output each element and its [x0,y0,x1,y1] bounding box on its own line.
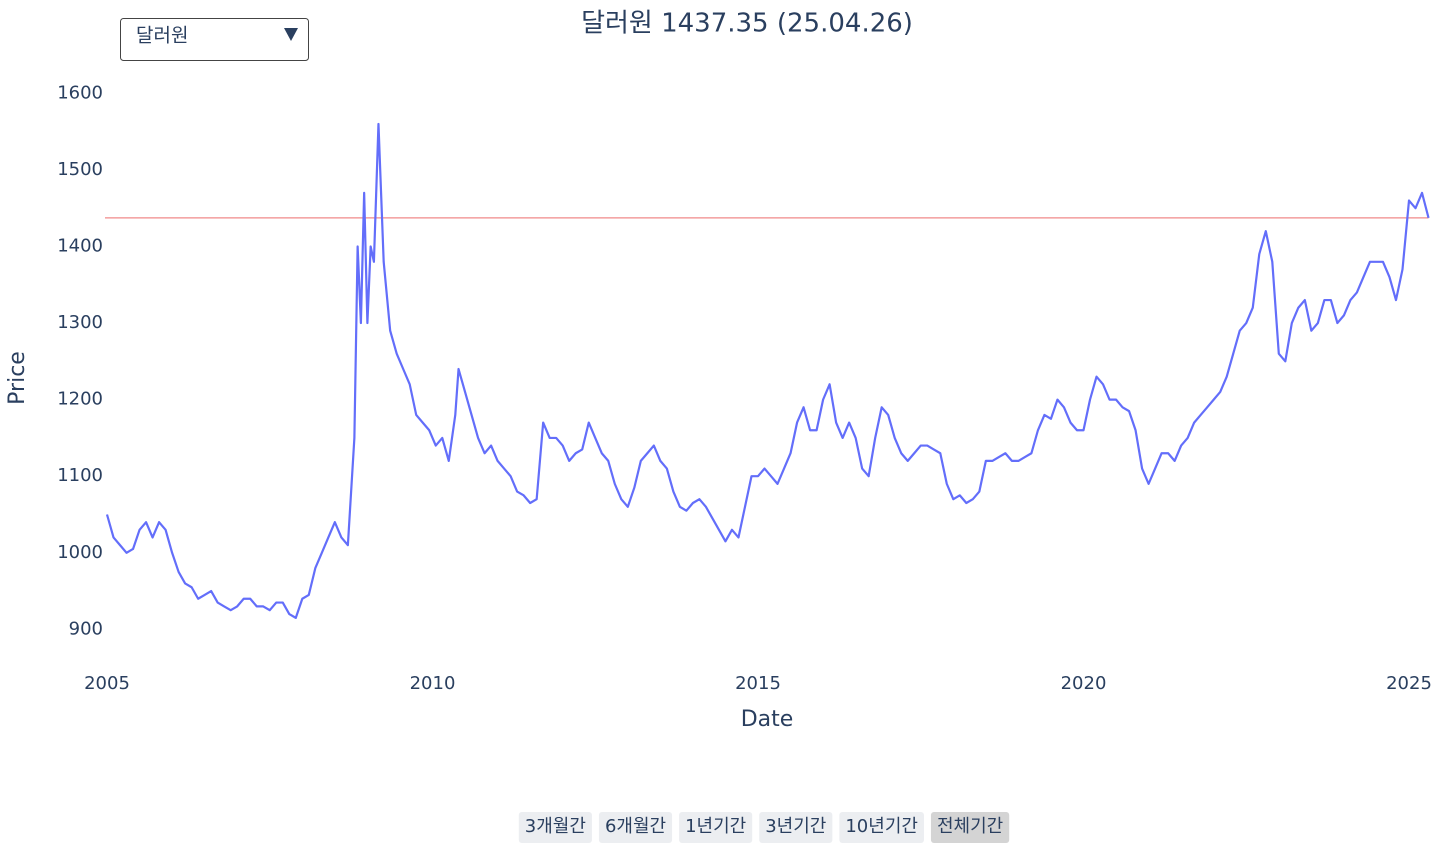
range-button-label[interactable]: 3개월간 [525,816,586,837]
chart-title: 달러원 1437.35 (25.04.26) [581,9,913,39]
range-button[interactable] [930,812,1010,843]
x-tick-label: 2020 [1061,673,1107,694]
range-selector: 3개월간 6개월간 1년기간 3년기간 10년기간 전체기간 [518,812,1010,843]
x-tick-label: 2025 [1386,673,1432,694]
y-tick-label: 1000 [57,542,103,563]
y-tick-label: 1200 [57,389,103,410]
range-button[interactable] [518,812,592,843]
y-tick-label: 1100 [57,465,103,486]
dropdown[interactable]: 달러원 [120,18,309,61]
dropdown-label[interactable]: 달러원 [136,25,188,47]
y-tick-label: 900 [69,618,103,639]
range-button-label[interactable]: 3년기간 [765,816,826,837]
price-line [105,122,1430,619]
y-tick-label: 1600 [57,82,103,103]
range-button[interactable] [679,812,753,843]
y-axis-title: Price [5,351,30,405]
dropdown-box[interactable] [120,18,309,61]
y-tick-label: 1300 [57,312,103,333]
range-button-label[interactable]: 1년기간 [685,816,746,837]
y-tick-label: 1400 [57,235,103,256]
dropdown-arrow[interactable] [284,28,298,41]
x-axis-title: Date [741,707,794,732]
range-button[interactable] [598,812,673,843]
range-button[interactable] [839,812,924,843]
range-button-label[interactable]: 전체기간 [937,816,1003,837]
x-tick-label: 2005 [84,673,130,694]
y-tick-label: 1500 [57,159,103,180]
range-button-label[interactable]: 10년기간 [845,816,918,837]
x-tick-label: 2010 [410,673,456,694]
x-tick-label: 2015 [735,673,781,694]
range-button[interactable] [759,812,833,843]
range-button-label[interactable]: 6개월간 [605,816,666,837]
